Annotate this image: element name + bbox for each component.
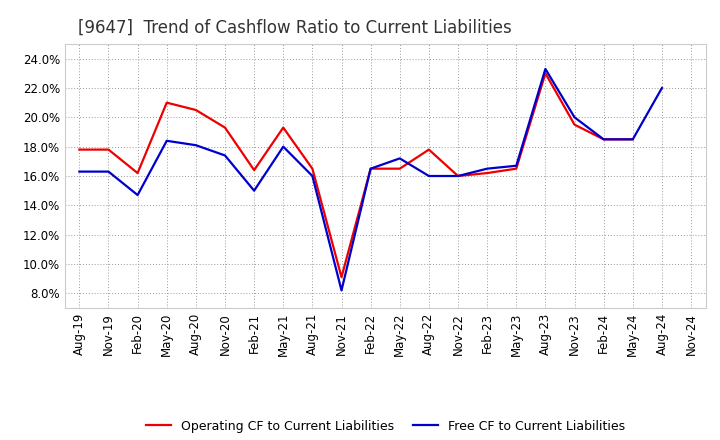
Operating CF to Current Liabilities bbox=[250, 168, 258, 173]
Free CF to Current Liabilities bbox=[308, 173, 317, 179]
Operating CF to Current Liabilities bbox=[483, 170, 492, 176]
Free CF to Current Liabilities bbox=[395, 156, 404, 161]
Operating CF to Current Liabilities bbox=[454, 173, 462, 179]
Free CF to Current Liabilities bbox=[483, 166, 492, 171]
Free CF to Current Liabilities bbox=[163, 138, 171, 143]
Operating CF to Current Liabilities bbox=[425, 147, 433, 152]
Operating CF to Current Liabilities bbox=[570, 122, 579, 127]
Free CF to Current Liabilities bbox=[454, 173, 462, 179]
Operating CF to Current Liabilities bbox=[541, 71, 550, 76]
Operating CF to Current Liabilities bbox=[75, 147, 84, 152]
Operating CF to Current Liabilities bbox=[512, 166, 521, 171]
Free CF to Current Liabilities bbox=[570, 115, 579, 120]
Free CF to Current Liabilities bbox=[657, 85, 666, 91]
Free CF to Current Liabilities bbox=[629, 137, 637, 142]
Operating CF to Current Liabilities bbox=[104, 147, 113, 152]
Free CF to Current Liabilities bbox=[425, 173, 433, 179]
Free CF to Current Liabilities bbox=[75, 169, 84, 174]
Free CF to Current Liabilities bbox=[250, 188, 258, 193]
Operating CF to Current Liabilities bbox=[192, 107, 200, 113]
Free CF to Current Liabilities bbox=[541, 66, 550, 72]
Operating CF to Current Liabilities bbox=[220, 125, 229, 130]
Free CF to Current Liabilities bbox=[220, 153, 229, 158]
Free CF to Current Liabilities bbox=[279, 144, 287, 149]
Free CF to Current Liabilities bbox=[192, 143, 200, 148]
Operating CF to Current Liabilities bbox=[395, 166, 404, 171]
Free CF to Current Liabilities bbox=[512, 163, 521, 169]
Free CF to Current Liabilities bbox=[133, 192, 142, 198]
Free CF to Current Liabilities bbox=[337, 288, 346, 293]
Free CF to Current Liabilities bbox=[104, 169, 113, 174]
Operating CF to Current Liabilities bbox=[133, 170, 142, 176]
Operating CF to Current Liabilities bbox=[163, 100, 171, 105]
Operating CF to Current Liabilities bbox=[629, 137, 637, 142]
Free CF to Current Liabilities bbox=[366, 166, 375, 171]
Line: Free CF to Current Liabilities: Free CF to Current Liabilities bbox=[79, 69, 662, 290]
Operating CF to Current Liabilities bbox=[337, 275, 346, 280]
Free CF to Current Liabilities bbox=[599, 137, 608, 142]
Legend: Operating CF to Current Liabilities, Free CF to Current Liabilities: Operating CF to Current Liabilities, Fre… bbox=[140, 414, 630, 437]
Text: [9647]  Trend of Cashflow Ratio to Current Liabilities: [9647] Trend of Cashflow Ratio to Curren… bbox=[78, 19, 511, 37]
Operating CF to Current Liabilities bbox=[599, 137, 608, 142]
Line: Operating CF to Current Liabilities: Operating CF to Current Liabilities bbox=[79, 73, 633, 277]
Operating CF to Current Liabilities bbox=[366, 166, 375, 171]
Operating CF to Current Liabilities bbox=[308, 166, 317, 171]
Operating CF to Current Liabilities bbox=[279, 125, 287, 130]
